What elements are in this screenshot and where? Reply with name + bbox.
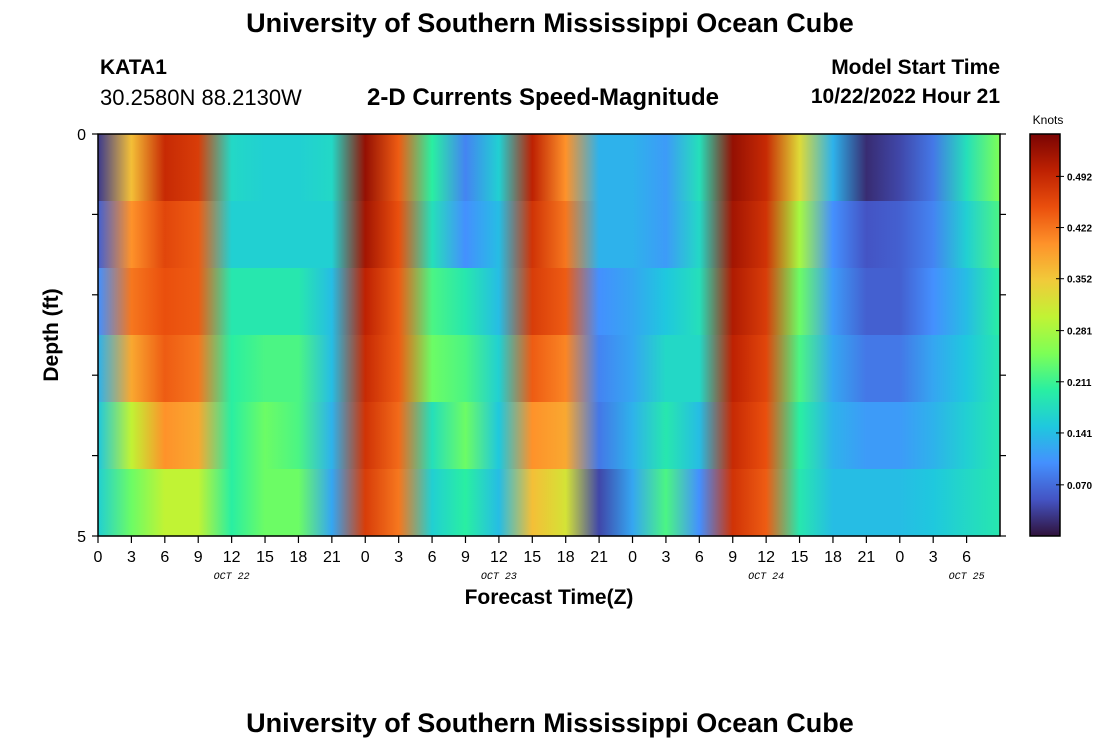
date-label: OCT 25	[949, 572, 985, 583]
x-tick-label: 12	[490, 549, 508, 566]
y-axis-label: Depth (ft)	[40, 288, 63, 381]
x-tick-label: 9	[194, 549, 203, 566]
x-tick-label: 12	[223, 549, 241, 566]
colorbar-label: Knots	[1033, 113, 1064, 127]
x-tick-label: 9	[728, 549, 737, 566]
chart-title: 2-D Currents Speed-Magnitude	[367, 84, 720, 111]
x-tick-label: 6	[695, 549, 704, 566]
date-label: OCT 24	[748, 572, 784, 583]
x-tick-label: 15	[256, 549, 274, 566]
model-start-value: 10/22/2022 Hour 21	[810, 85, 1000, 108]
heatmap-row-0	[98, 134, 1000, 202]
heatmap-row-5	[98, 469, 1000, 537]
y-tick-label: 0	[77, 127, 86, 144]
heatmap-row-1	[98, 201, 1000, 269]
x-tick-label: 0	[94, 549, 103, 566]
colorbar	[1029, 133, 1061, 537]
main-title: University of Southern Mississippi Ocean…	[246, 8, 854, 38]
x-tick-label: 18	[557, 549, 575, 566]
model-start-label: Model Start Time	[831, 56, 1000, 79]
heatmap-row-4	[98, 402, 1000, 470]
heatmap-rows	[98, 134, 1000, 537]
x-axis-label: Forecast Time(Z)	[465, 586, 634, 609]
colorbar-tick-label: 0.211	[1067, 378, 1092, 389]
colorbar-tick-label: 0.492	[1067, 172, 1092, 183]
colorbar-tick-label: 0.352	[1067, 275, 1092, 286]
colorbar-tick-label: 0.422	[1067, 224, 1092, 235]
x-tick-label: 3	[394, 549, 403, 566]
x-tick-label: 21	[857, 549, 875, 566]
x-tick-label: 3	[127, 549, 136, 566]
x-tick-label: 9	[461, 549, 470, 566]
x-tick-label: 3	[929, 549, 938, 566]
colorbar-tick-label: 0.281	[1067, 327, 1092, 338]
x-tick-label: 12	[757, 549, 775, 566]
x-tick-label: 6	[160, 549, 169, 566]
station-name: KATA1	[100, 56, 167, 79]
heatmap-row-3	[98, 335, 1000, 403]
x-tick-label: 3	[661, 549, 670, 566]
x-tick-label: 0	[895, 549, 904, 566]
heatmap-chart: 0 3 6 9 12 15 18 21 0 3 6 9 12 15 18 21 0 3 6 9 12 15 18 21 0 3 6 O…	[40, 113, 1092, 609]
colorbar-tick-label: 0.070	[1067, 481, 1092, 492]
x-tick-label: 0	[361, 549, 370, 566]
x-tick-label: 0	[628, 549, 637, 566]
date-label: OCT 22	[214, 572, 250, 583]
footer-title: University of Southern Mississippi Ocean…	[246, 708, 854, 738]
heatmap-row-2	[98, 268, 1000, 336]
x-tick-label: 18	[290, 549, 308, 566]
x-tick-label: 6	[428, 549, 437, 566]
colorbar-tick-label: 0.141	[1067, 429, 1092, 440]
date-label: OCT 23	[481, 572, 517, 583]
axes: 0 3 6 9 12 15 18 21 0 3 6 9 12 15 18 21 0 3 6 9 12 15 18 21 0 3 6 O…	[77, 127, 1006, 583]
x-tick-label: 15	[523, 549, 541, 566]
y-tick-label: 5	[77, 529, 86, 546]
x-tick-label: 18	[824, 549, 842, 566]
x-tick-label: 15	[791, 549, 809, 566]
plot-frame	[97, 133, 1001, 537]
x-tick-label: 6	[962, 549, 971, 566]
x-tick-label: 21	[590, 549, 608, 566]
station-coordinates: 30.2580N 88.2130W	[100, 85, 302, 110]
colorbar-ticks: 0.492 0.422 0.352 0.281 0.211 0.141 0.070	[1056, 172, 1092, 492]
x-tick-label: 21	[323, 549, 341, 566]
